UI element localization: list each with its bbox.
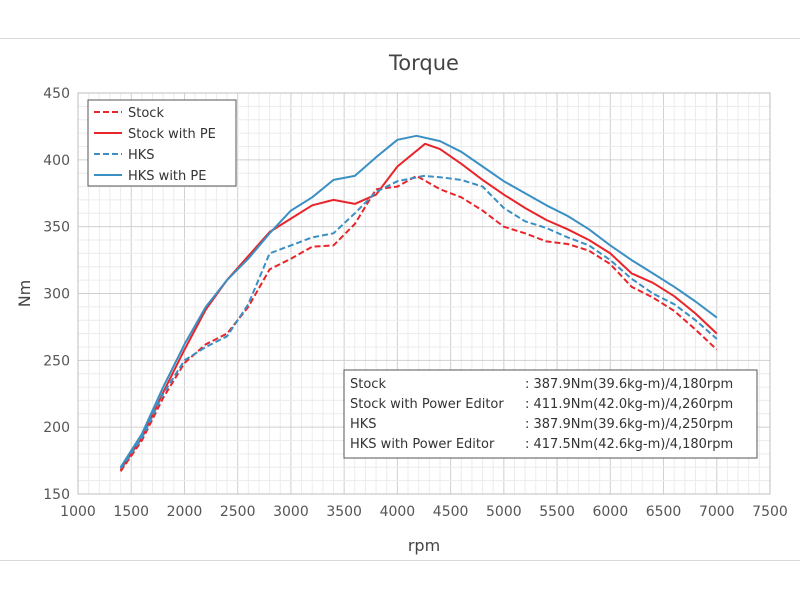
x-axis-label: rpm [408, 536, 440, 555]
hks-line [119, 174, 718, 470]
y-tick-label: 400 [43, 153, 70, 169]
legend-entry: HKS with PE [128, 169, 206, 184]
summary-label: Stock with Power Editor [350, 397, 504, 412]
x-tick-label: 1000 [60, 504, 96, 520]
x-tick-label: 6000 [592, 504, 628, 520]
summary-label: Stock [350, 377, 386, 392]
summary-label: HKS [350, 417, 377, 432]
summary-value: : 387.9Nm(39.6kg-m)/4,250rpm [525, 417, 733, 432]
legend-entry: Stock [128, 106, 164, 121]
x-tick-label: 5000 [486, 504, 522, 520]
chart-frame [0, 38, 800, 561]
x-tick-label: 1500 [113, 504, 149, 520]
x-tick-label: 2500 [220, 504, 256, 520]
x-tick-label: 2000 [167, 504, 203, 520]
x-tick-label: 7500 [752, 504, 788, 520]
plot-border [77, 92, 771, 495]
summary-value: : 411.9Nm(42.0kg-m)/4,260rpm [525, 397, 733, 412]
legend-box [87, 99, 237, 187]
chart-title: Torque [388, 51, 459, 75]
x-tick-label: 4500 [433, 504, 469, 520]
x-tick-label: 6500 [646, 504, 682, 520]
y-tick-label: 250 [43, 353, 70, 369]
y-tick-label: 200 [43, 420, 70, 436]
peak-summary-box: Stock : 387.9Nm(39.6kg-m)/4,180rpm Stock w… [343, 369, 758, 459]
y-tick-label: 150 [43, 487, 70, 503]
y-tick-label: 450 [43, 86, 70, 102]
legend-entry: Stock with PE [128, 127, 216, 142]
summary-label: HKS with Power Editor [350, 437, 495, 452]
y-tick-label: 350 [43, 220, 70, 236]
y-tick-label: 300 [43, 287, 70, 303]
hks-with-pe-line [119, 134, 718, 468]
y-axis-label: Nm [15, 280, 34, 308]
summary-box-frame [343, 369, 758, 459]
x-tick-label: 3500 [326, 504, 362, 520]
summary-value: : 417.5Nm(42.6kg-m)/4,180rpm [525, 437, 733, 452]
x-tick-label: 3000 [273, 504, 309, 520]
summary-value: : 387.9Nm(39.6kg-m)/4,180rpm [525, 377, 733, 392]
x-tick-label: 7000 [699, 504, 735, 520]
tick-labels: 1000 1500 2000 2500 3000 3500 4000 4500 5000 5500… [43, 86, 788, 520]
x-tick-label: 5500 [539, 504, 575, 520]
series-lines [119, 134, 718, 472]
x-tick-label: 4000 [380, 504, 416, 520]
legend: Stock Stock with PE HKS HKS with PE [87, 99, 237, 187]
legend-entry: HKS [128, 148, 155, 163]
